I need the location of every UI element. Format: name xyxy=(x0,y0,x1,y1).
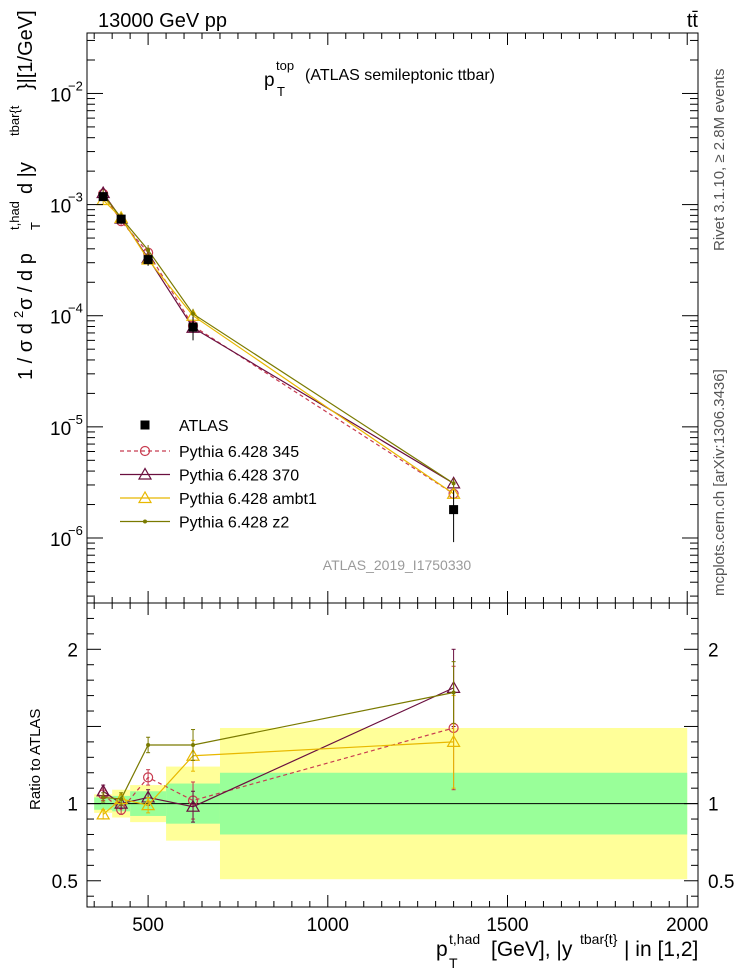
ratio-series-point xyxy=(101,795,106,800)
plot-title: p top T (ATLAS semileptonic ttbar) xyxy=(264,58,495,99)
ylabel-sup-ttbar: tbar{t xyxy=(7,105,22,136)
x-axis-label: p T t,had [GeV], |y tbar{t} | in [1,2] xyxy=(436,931,698,971)
y-tick-exponent: −5 xyxy=(68,412,83,427)
y-tick-exponent: −2 xyxy=(68,78,83,93)
y-tick-exponent: −3 xyxy=(68,190,83,205)
ratio-series-point xyxy=(146,742,151,747)
series-point xyxy=(191,311,196,316)
ratio-tick-label-left: 1 xyxy=(67,795,78,816)
data-point xyxy=(116,214,126,224)
title-sub: T xyxy=(277,84,285,99)
legend: ATLAS Pythia 6.428 345 Pythia 6.428 370 Pyt… xyxy=(120,418,317,532)
legend-label: Pythia 6.428 345 xyxy=(179,444,299,461)
series-line xyxy=(102,194,454,484)
x-tick-label: 500 xyxy=(132,915,164,936)
ratio-series-point xyxy=(114,796,129,809)
process-label: tt̄ xyxy=(687,10,699,32)
y-tick-exponent: −4 xyxy=(68,301,83,316)
xlabel-sup-ttbar: tbar{t} xyxy=(580,931,618,947)
legend-marker xyxy=(139,445,151,457)
series-point xyxy=(451,481,456,486)
x-tick-label: 1500 xyxy=(486,915,528,936)
y-tick-label: 10 xyxy=(50,530,71,551)
ylabel-sup2: 2 xyxy=(11,311,26,318)
title-desc: (ATLAS semileptonic ttbar) xyxy=(305,67,495,84)
ratio-tick-label-left: 0.5 xyxy=(52,872,78,893)
data-point xyxy=(188,322,198,332)
analysis-watermark: ATLAS_2019_I1750330 xyxy=(323,557,472,573)
ratio-series-point xyxy=(446,734,461,747)
ylabel-part2: σ / d p xyxy=(15,253,37,310)
legend-marker-atlas xyxy=(140,420,150,430)
data-point xyxy=(449,505,459,515)
energy-label: 13000 GeV pp xyxy=(98,10,227,32)
series-line xyxy=(102,192,454,484)
data-point xyxy=(143,255,153,265)
xlabel-part3: | in [1,2] xyxy=(624,938,698,961)
rivet-label: Rivet 3.1.10, ≥ 2.8M events xyxy=(711,69,728,252)
ylabel-part1: 1 / σ d xyxy=(15,323,37,380)
title-sup: top xyxy=(276,58,294,73)
mcplots-label: mcplots.cern.ch [arXiv:1306.3436] xyxy=(711,369,728,596)
ylabel-sub-t: T xyxy=(28,222,43,230)
plot-frames xyxy=(86,32,699,908)
ratio-series-point xyxy=(191,742,196,747)
y-tick-label: 10 xyxy=(50,197,71,218)
x-tick-label: 2000 xyxy=(666,915,708,936)
y-tick-label: 10 xyxy=(50,85,71,106)
ratio-tick-label-right: 1 xyxy=(708,795,719,816)
y-tick-label: 10 xyxy=(50,308,71,329)
xlabel-part2: [GeV], |y xyxy=(491,938,573,961)
xlabel-part1: p xyxy=(436,938,448,961)
ratio-frame xyxy=(86,602,699,908)
y-tick-exponent: −6 xyxy=(68,523,83,538)
legend-label: Pythia 6.428 ambt1 xyxy=(179,491,317,508)
y-tick-label: 10 xyxy=(50,419,71,440)
ylabel-sup-thad: t,had xyxy=(7,201,22,230)
ratio-series-point xyxy=(143,772,154,783)
ratio-series-point xyxy=(119,796,124,801)
ratio-curves xyxy=(96,648,461,823)
legend-label-atlas: ATLAS xyxy=(179,418,229,435)
ratio-series-point xyxy=(185,799,201,812)
ylabel-part3: d |y xyxy=(15,162,37,194)
legend-marker xyxy=(143,519,147,524)
ratio-series-point xyxy=(141,797,156,811)
xlabel-sup-thad: t,had xyxy=(449,931,480,947)
ratio-y-label: Ratio to ATLAS xyxy=(27,709,44,810)
ratio-series-point xyxy=(451,690,456,695)
main-y-label: 1 / σ d 2 σ / d p T t,had d |y tbar{t }|… xyxy=(7,10,43,380)
legend-marker xyxy=(137,467,153,480)
legend-marker xyxy=(137,490,153,504)
series-point xyxy=(146,248,151,253)
title-main: p xyxy=(264,70,275,91)
xlabel-sub-t: T xyxy=(449,955,458,971)
data-points xyxy=(98,192,459,543)
ylabel-part4: }|[1/GeV] xyxy=(15,10,37,90)
ratio-tick-label-left: 2 xyxy=(67,640,78,661)
ratio-tick-label-right: 2 xyxy=(708,640,719,661)
data-point xyxy=(98,192,108,202)
legend-label: Pythia 6.428 370 xyxy=(179,468,299,485)
ratio-tick-label-right: 0.5 xyxy=(708,872,734,893)
ratio-series-point xyxy=(96,807,111,820)
x-tick-label: 1000 xyxy=(307,915,349,936)
legend-label: Pythia 6.428 z2 xyxy=(179,515,289,532)
